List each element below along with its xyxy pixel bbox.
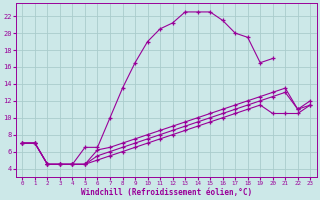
X-axis label: Windchill (Refroidissement éolien,°C): Windchill (Refroidissement éolien,°C) (81, 188, 252, 197)
